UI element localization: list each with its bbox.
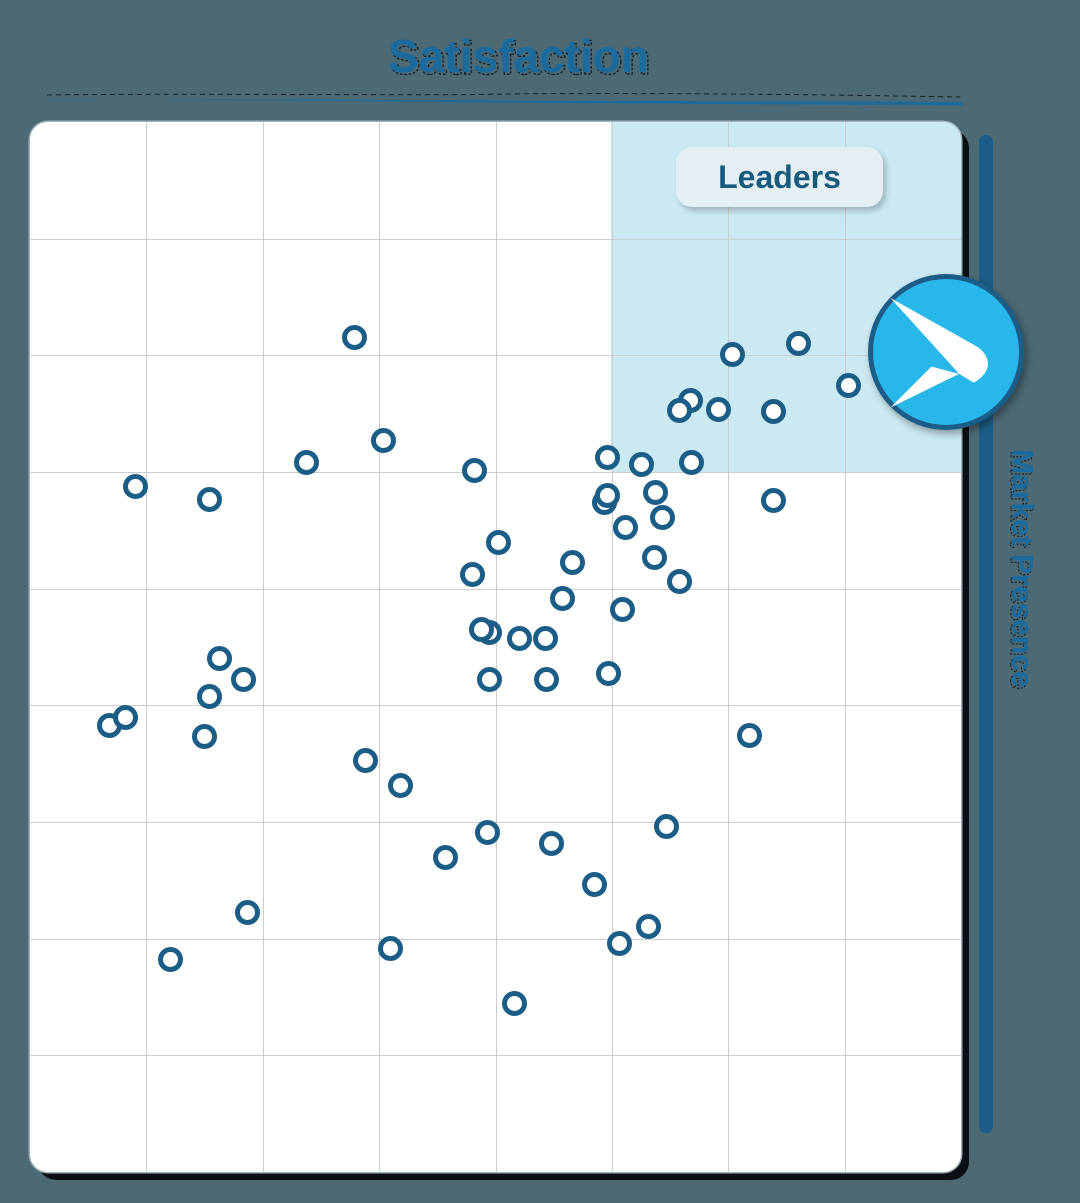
svg-text:Market Presence: Market Presence xyxy=(1006,449,1039,687)
svg-text:Satisfaction: Satisfaction xyxy=(388,30,649,82)
